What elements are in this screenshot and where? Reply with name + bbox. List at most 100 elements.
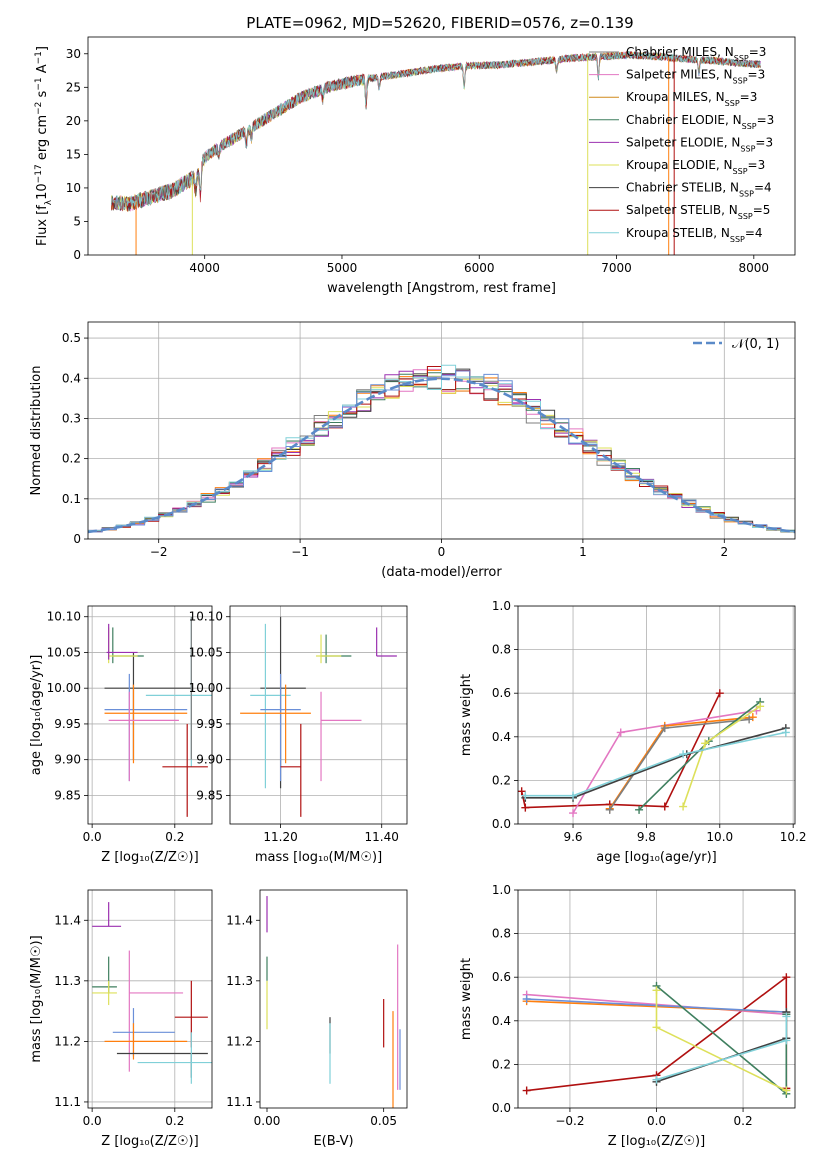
legend-text: Chabrier MILES, N [626,45,734,59]
x-axis-label: age [log₁₀(age/yr)] [596,850,717,865]
plot-area [88,606,212,824]
data-point [106,623,138,660]
y-tick-label: 9.85 [196,788,223,802]
legend-text: Salpeter STELIB, N [626,203,738,217]
legend-sub: SSP [739,189,754,198]
data-point [104,684,188,764]
series-marker [782,1036,791,1045]
x-tick-label: 8000 [739,261,770,275]
x-tick-label: 0.0 [647,1114,666,1128]
series-marker [518,787,526,796]
y-axis-label-part: A [35,64,50,77]
x-tick-label: 10.2 [780,830,807,844]
series-marker [679,802,688,811]
series-marker [782,1012,791,1021]
y-tick-label: 0.4 [492,1014,511,1028]
series-marker [715,689,724,698]
y-tick-label: 0.2 [62,452,81,466]
y-tick-label: 20 [66,114,81,128]
legend-suffix: =3 [749,45,767,59]
x-axis-label: Z [log₁₀(Z/Z☉)] [101,850,198,865]
y-axis-label: Normed distribution [29,366,44,496]
y-tick-label: 0.8 [492,927,511,941]
y-tick-label: 9.90 [196,753,223,767]
x-tick-label: 11.40 [365,830,399,844]
y-tick-label: 9.90 [54,753,81,767]
legend-entry: Salpeter ELODIE, NSSP=3 [626,135,773,153]
series-marker [745,715,754,724]
legend-entry: Kroupa ELODIE, NSSP=3 [626,158,765,176]
y-tick-label: 0.8 [492,643,511,657]
series-marker [660,802,669,811]
panel-age_vs_Z: 0.0 0.2 9.85 9.90 9.95 10.00 10.05 10.10 Z [log₁… [29,605,213,865]
legend-sub: SSP [742,121,757,130]
y-tick-label: 10.05 [47,645,81,659]
y-axis-label-part: s [35,90,50,101]
series-marker [605,805,614,814]
data-point [162,723,208,817]
legend-suffix: =3 [757,113,775,127]
legend-entry: Salpeter STELIB, NSSP=5 [626,203,770,221]
data-point [112,627,144,664]
panel-mass_vs_EBV: 0.00 0.05 11.1 11.2 11.3 11.4 E(B-V) [226,889,408,1149]
plot-area [230,606,407,824]
x-tick-label: 0.0 [83,1114,102,1128]
plot-area [88,890,212,1108]
y-tick-label: 11.4 [226,913,253,927]
series-marker [652,1075,661,1084]
axes-frame [87,605,213,825]
y-axis-label-part: −17 [34,164,44,183]
y-tick-label: 0.4 [62,371,81,385]
x-axis-label: Z [log₁₀(Z/Z☉)] [101,1134,198,1149]
y-tick-label: 11.3 [226,974,253,988]
series-marker [652,1023,661,1032]
gaussian-curve [88,377,795,534]
x-tick-label: −0.2 [555,1114,584,1128]
y-tick-label: 10.10 [189,610,223,624]
y-tick-label: 10 [66,181,81,195]
series-line-chabrier-elodie [655,985,788,1096]
y-tick-label: 9.85 [54,788,81,802]
legend-suffix: =3 [748,68,766,82]
data-point [280,723,302,817]
y-tick-label: 10.00 [189,681,223,695]
series-marker [782,1086,791,1095]
y-axis-label-part: −1 [34,77,44,90]
y-tick-label: 10.05 [189,645,223,659]
legend-text: Chabrier ELODIE, N [626,113,742,127]
legend-sub: SSP [733,76,748,85]
data-point [104,652,192,760]
axes-frame [259,889,408,1109]
y-tick-label: 0.2 [492,773,511,787]
y-tick-label: 25 [66,80,81,94]
plot-area [266,896,401,1108]
x-tick-label: 0.2 [165,1114,184,1128]
y-tick-label: 0.4 [492,730,511,744]
y-tick-label: 30 [66,47,81,61]
spectrum-kroupa-stelib [111,51,761,210]
x-tick-label: 7000 [601,261,632,275]
legend-sub: SSP [725,99,740,108]
y-tick-label: 15 [66,147,81,161]
legend-entry: 𝒩(0, 1) [732,337,779,352]
x-tick-label: 9.6 [563,830,582,844]
x-tick-label: 0.00 [254,1114,281,1128]
legend-suffix: =3 [748,158,766,172]
x-tick-label: 0.2 [734,1114,753,1128]
legend-entry: Chabrier MILES, NSSP=3 [626,45,766,63]
x-axis-label: (data-model)/error [381,565,502,580]
y-axis-label-part: Flux [f [35,205,50,246]
plot-area [88,322,795,539]
x-tick-label: −2 [150,545,168,559]
y-tick-label: 10.00 [47,681,81,695]
y-axis-label-part: −2 [34,102,44,115]
series-line-chabrier-stelib [525,727,787,799]
data-point [137,1032,212,1084]
y-axis-label: mass [log₁₀(M/M☉)] [29,935,44,1062]
x-tick-label: 0.05 [370,1114,397,1128]
x-tick-label: 10.0 [706,830,733,844]
panel-age_vs_mass: 11.20 11.40 9.85 9.90 9.95 10.00 10.05 10.10 mas… [189,605,408,865]
series-marker [679,750,688,759]
